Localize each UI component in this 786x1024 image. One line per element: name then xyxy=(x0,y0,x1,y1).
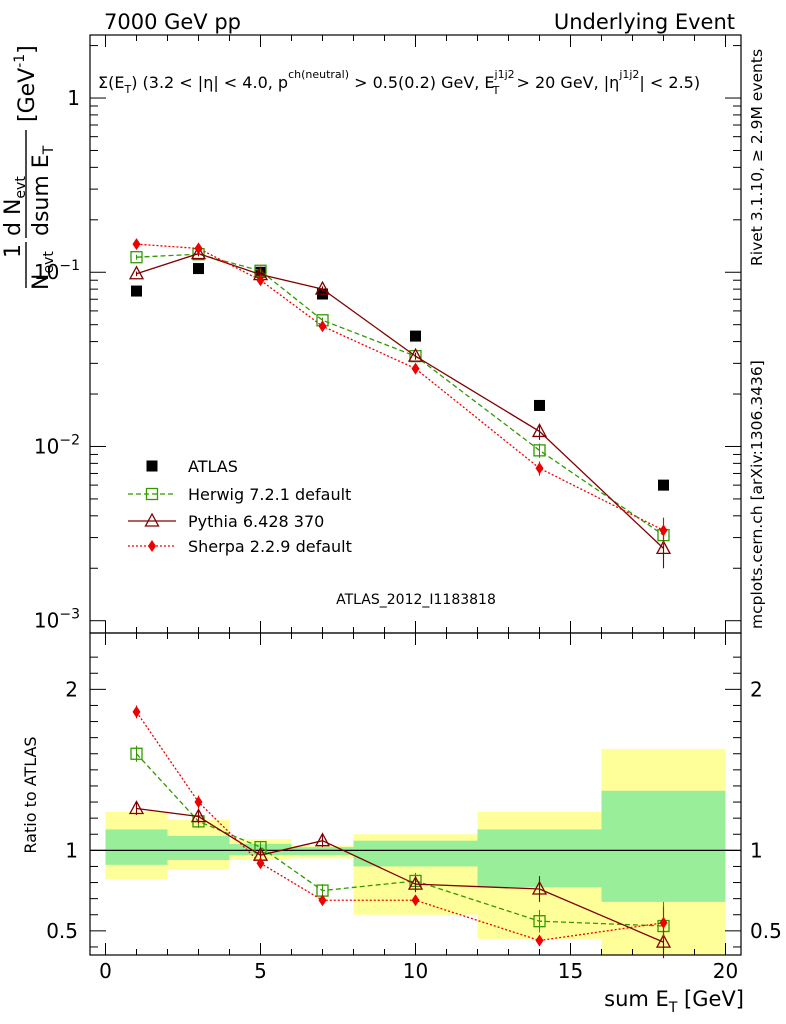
main-panel: 1 10−1 10−2 10−3 ATLAS Herwig 7.2.1 default Py… xyxy=(34,34,742,634)
marker-triangle-open xyxy=(655,540,672,555)
marker-triangle-open xyxy=(190,808,207,823)
ratio-y-tick-label-right: 2 xyxy=(750,677,763,701)
marker-square-open xyxy=(145,487,159,501)
marker-diamond-filled xyxy=(256,274,265,287)
marker-square-filled xyxy=(410,330,421,342)
rivet-label: Rivet 3.1.10, ≥ 2.9M events xyxy=(748,49,766,266)
marker-diamond-filled xyxy=(132,705,141,718)
mcplots-label: mcplots.cern.ch [arXiv:1306.3436] xyxy=(748,360,766,629)
series-3 xyxy=(132,238,668,546)
marker-diamond-filled xyxy=(194,242,203,255)
ratio-y-tick-label: 2 xyxy=(65,677,78,701)
x-tick-label: 0 xyxy=(99,959,112,983)
ratio-band-green-1 xyxy=(167,835,230,861)
ratio-y-tick-label-right: 0.5 xyxy=(750,919,782,943)
ratio-y-tick-label: 1 xyxy=(65,838,78,862)
header-left: 7000 GeV pp xyxy=(104,10,241,34)
ratio-y-tick-label: 0.5 xyxy=(46,919,78,943)
x-tick-label: 10 xyxy=(403,959,428,983)
marker-square-filled xyxy=(146,460,158,472)
svg-text:[GeV-1]: [GeV-1] xyxy=(12,45,40,122)
x-tick-label: 15 xyxy=(558,959,583,983)
marker-diamond-filled xyxy=(256,857,265,870)
marker-triangle-open xyxy=(128,265,145,280)
marker-square-open xyxy=(130,747,143,760)
marker-diamond-filled xyxy=(132,238,141,251)
marker-diamond-filled xyxy=(659,916,668,929)
ratio-panel: 0 5 10 15 20 0.5 0.5 1 1 2 2 xyxy=(46,632,782,983)
ratio-series-1 xyxy=(128,800,672,959)
marker-triangle-open xyxy=(531,880,548,895)
ratio-band-green-3 xyxy=(291,847,354,856)
marker-triangle-open xyxy=(314,832,331,847)
marker-triangle-open xyxy=(314,280,331,295)
legend-entry: Herwig 7.2.1 default xyxy=(128,485,351,504)
marker-square-filled xyxy=(131,285,142,297)
svg-text:d Nevt: d Nevt xyxy=(1,176,29,236)
marker-triangle-open xyxy=(407,347,424,362)
x-tick-label: 20 xyxy=(713,959,738,983)
svg-text:dsum ET: dsum ET xyxy=(29,145,57,236)
x-tick-label: 5 xyxy=(254,959,267,983)
marker-triangle-open xyxy=(655,933,672,948)
legend-label: Herwig 7.2.1 default xyxy=(188,485,351,504)
y-tick-label: 10−1 xyxy=(34,258,80,284)
marker-diamond-filled xyxy=(411,894,420,907)
svg-text:1: 1 xyxy=(1,244,26,258)
main-y-label: 1 Nevt d Nevt dsum ET [GeV-1] xyxy=(1,45,57,290)
marker-diamond-filled xyxy=(318,894,327,907)
header-right: Underlying Event xyxy=(554,10,735,34)
marker-diamond-filled xyxy=(535,462,544,475)
marker-square-filled xyxy=(534,399,545,411)
main-title: Σ(ET) (3.2 < |η| < 4.0, pch(neutral) > 0… xyxy=(98,68,700,97)
marker-triangle-open xyxy=(190,245,207,260)
ratio-band-green-6 xyxy=(601,790,726,902)
legend-label: Pythia 6.428 370 xyxy=(188,512,324,531)
marker-square-open xyxy=(533,444,546,457)
legend-label: ATLAS xyxy=(188,457,238,476)
series-line xyxy=(136,252,664,549)
legend-entry: ATLAS xyxy=(146,457,238,476)
ratio-band-green-0 xyxy=(105,829,168,865)
y-tick-label: 1 xyxy=(67,86,80,110)
marker-square-open xyxy=(130,251,143,264)
marker-square-open xyxy=(533,915,546,928)
marker-triangle-open xyxy=(128,800,145,815)
marker-diamond-filled xyxy=(535,934,544,947)
ratio-y-label: Ratio to ATLAS xyxy=(21,736,40,853)
marker-triangle-open xyxy=(531,423,548,438)
marker-triangle-open xyxy=(407,875,424,890)
ratio-series-2 xyxy=(132,705,668,947)
y-tick-label: 10−3 xyxy=(34,607,80,633)
y-tick-label: 10−2 xyxy=(34,432,80,458)
svg-text:Nevt: Nevt xyxy=(29,251,57,290)
legend-entry: Sherpa 2.2.9 default xyxy=(128,537,352,556)
marker-diamond-filled xyxy=(148,540,156,552)
legend-label: Sherpa 2.2.9 default xyxy=(188,537,352,556)
marker-square-filled xyxy=(658,479,669,491)
marker-triangle-open xyxy=(144,512,160,527)
analysis-watermark: ATLAS_2012_I1183818 xyxy=(336,592,496,608)
marker-square-filled xyxy=(193,263,204,275)
legend-entry: Pythia 6.428 370 xyxy=(128,512,324,531)
ratio-y-tick-label-right: 1 xyxy=(750,838,763,862)
marker-diamond-filled xyxy=(659,524,668,537)
marker-diamond-filled xyxy=(318,320,327,333)
x-axis-label: sum ET [GeV] xyxy=(604,987,744,1016)
marker-diamond-filled xyxy=(411,362,420,375)
ratio-band-green-4 xyxy=(353,840,478,867)
marker-diamond-filled xyxy=(194,796,203,809)
